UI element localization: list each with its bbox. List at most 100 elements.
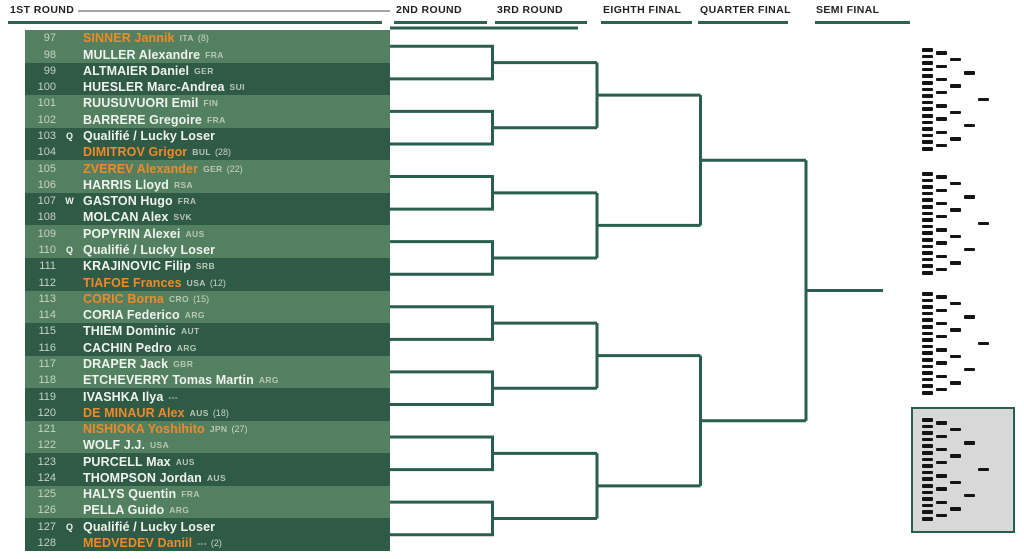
scribble-mark [936,77,947,82]
seed-number: (12) [209,277,226,288]
player-name: RUUSUVUORI Emil [83,96,199,111]
round-header-quarter-final: QUARTER FINAL [700,4,791,16]
header-rule [78,10,390,12]
player-row: 109 POPYRIN Alexei AUS [25,225,390,243]
scribble-mark [922,384,933,388]
position-number: 115 [38,325,56,338]
position-number: 108 [37,211,56,224]
country-code: ARG [184,310,205,321]
position-number: 111 [39,260,56,273]
scribble-mark [936,228,947,232]
country-code: FRA [181,489,200,500]
player-row: 108 MOLCAN Alex SVK [25,209,390,226]
scribble-mark [922,94,933,98]
player-row: 115 THIEM Dominic AUT [25,323,390,340]
scribble-mark [922,510,933,514]
scribble-mark [922,48,933,52]
scribble-mark [936,308,947,312]
scribble-mark [964,441,975,445]
scribble-mark [950,480,961,485]
scribble-mark [922,244,933,249]
seed-number: (2) [210,538,222,549]
country-code: --- [168,391,179,402]
scribble-mark [922,497,933,501]
scribble-mark [950,454,961,458]
player-name: THIEM Dominic [83,324,176,339]
position-number: 119 [38,390,56,403]
position-number: 120 [37,406,56,419]
round-header-first-round: 1ST ROUND [10,4,75,16]
player-name: CORIC Borna [83,291,164,306]
position-number: 127 [37,520,56,533]
scribble-mark [936,267,947,272]
scribble-mark [936,117,947,121]
seed-number: (15) [193,293,210,304]
scribble-mark [936,374,947,378]
scribble-mark [936,130,947,134]
player-name: ETCHEVERRY Tomas Martin [83,373,254,388]
scribble-mark [978,341,989,345]
scribble-mark [922,338,933,342]
entry-type: Q [65,521,73,532]
scribble-mark [922,470,933,475]
position-number: 122 [37,439,56,452]
scribble-mark [936,90,947,95]
scribble-mark [922,358,933,362]
scribble-mark [964,493,975,498]
scribble-mark [950,234,961,239]
scribble-mark [936,254,947,258]
player-name: HUESLER Marc-Andrea [83,80,225,95]
scribble-mark [950,181,961,186]
position-number: 126 [37,504,56,517]
scribble-mark [922,120,933,125]
round-header-third-round: 3RD ROUND [497,4,564,16]
player-name: ALTMAIER Daniel [83,63,190,78]
round-header-underline [394,21,487,24]
scribble-mark [936,513,947,518]
scribble-mark [936,487,947,491]
scribble-mark [922,185,933,189]
country-code: FIN [203,98,219,109]
position-number: 98 [43,48,56,61]
player-name: ZVEREV Alexander [83,161,199,176]
position-number: 109 [37,227,56,240]
scribble-mark [922,100,933,105]
scribble-mark [936,143,947,148]
country-code: AUS [185,228,205,239]
position-number: 102 [37,113,56,126]
seed-number: (28) [214,147,231,158]
country-code: GER [194,65,214,76]
scribble-mark [950,84,961,88]
scribble-mark [936,64,947,68]
country-code: ARG [176,342,197,353]
country-code: AUS [189,407,209,418]
position-number: 107 [37,195,56,208]
scribble-mark [922,325,933,329]
player-name: HARRIS Lloyd [83,177,169,192]
position-number: 101 [37,97,56,110]
scribble-mark [922,178,933,183]
position-number: 113 [38,292,56,305]
scribble-mark [922,133,933,138]
scribble-mark [922,198,933,202]
country-code: ITA [179,33,194,44]
position-number: 128 [37,537,56,550]
entry-type: Q [65,131,73,142]
player-name: THOMPSON Jordan [83,470,202,485]
scribble-mark [936,500,947,504]
player-row: 97 SINNER Jannik ITA (8) [25,30,390,47]
position-number: 118 [38,374,56,387]
round-header-underline [495,21,587,24]
player-name: DE MINAUR Alex [83,405,185,420]
scribble-mark [922,318,933,322]
player-row: 112 TIAFOE Frances USA (12) [25,274,390,291]
country-code: JPN [209,424,228,435]
scribble-mark [964,195,975,199]
scribble-mark [936,104,947,108]
scribble-mark [936,51,947,55]
scribble-mark [936,474,947,478]
player-row: 106 HARRIS Lloyd RSA [25,176,390,194]
scribble-mark [922,457,933,462]
scribble-mark [922,371,933,375]
country-code: FRA [205,49,224,60]
